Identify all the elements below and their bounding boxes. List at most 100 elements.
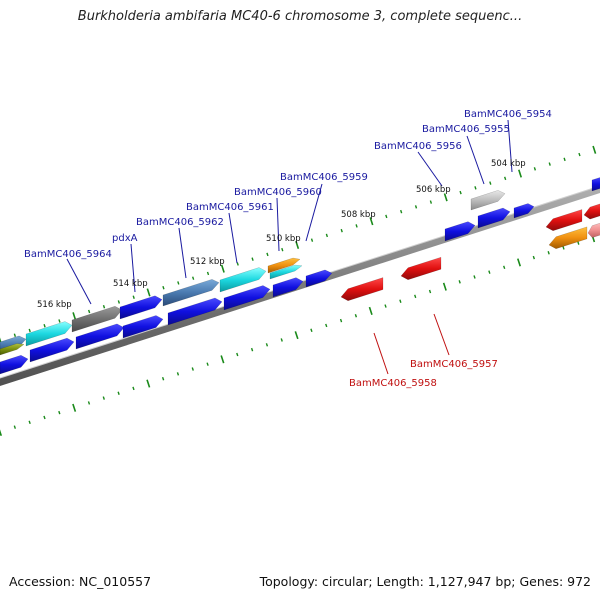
gene-arrow — [167, 297, 223, 326]
minor-tick — [400, 209, 403, 214]
minor-tick — [428, 289, 432, 294]
minor-tick — [132, 295, 135, 299]
minor-tick — [43, 415, 46, 420]
gene-arrow-bammc406-5957 — [400, 256, 442, 281]
minor-tick — [236, 352, 239, 357]
gene-arrow — [0, 343, 25, 356]
gene-arrow — [545, 209, 583, 232]
minor-tick — [458, 280, 461, 284]
minor-tick — [414, 205, 418, 209]
leader-line-forward — [130, 243, 136, 293]
minor-tick — [310, 238, 314, 242]
outer-tick-track — [0, 145, 597, 345]
minor-tick — [533, 167, 537, 171]
minor-tick — [310, 328, 313, 333]
accession-text: Accession: NC_010557 — [9, 574, 152, 589]
gene-label-bammc406-5962[interactable]: BamMC406_5962 — [136, 217, 224, 228]
gene-features — [0, 177, 600, 375]
gene-label-bammc406-5958[interactable]: BamMC406_5958 — [349, 378, 437, 389]
leader-line-forward — [178, 227, 187, 279]
minor-tick — [577, 241, 580, 245]
major-tick — [146, 379, 151, 388]
minor-tick — [28, 328, 31, 333]
minor-tick — [339, 318, 343, 323]
tick-label-516kbp: 516 kbp — [37, 300, 72, 310]
minor-tick — [325, 233, 329, 238]
minor-tick — [251, 257, 254, 261]
major-tick — [294, 331, 299, 340]
tick-label-514kbp: 514 kbp — [113, 279, 148, 289]
minor-tick — [548, 162, 551, 166]
major-tick — [442, 282, 447, 291]
leader-line-forward — [466, 135, 485, 185]
leader-line-reverse — [373, 332, 389, 375]
minor-tick — [354, 314, 358, 318]
major-tick — [0, 429, 3, 437]
gene-arrow — [477, 207, 511, 229]
major-tick — [72, 312, 77, 321]
minor-tick — [385, 214, 388, 219]
gene-label-bammc406-5954[interactable]: BamMC406_5954 — [464, 109, 552, 120]
gene-arrow — [269, 264, 303, 280]
minor-tick — [117, 300, 121, 304]
minor-tick — [547, 251, 550, 255]
minor-tick — [384, 304, 387, 308]
tick-label-510kbp: 510 kbp — [266, 234, 301, 244]
minor-tick — [473, 275, 476, 279]
gene-arrow-bammc406-5958 — [340, 277, 384, 302]
forward-gene-labels: BamMC406_5964 pdxA BamMC406_5962 BamMC40… — [24, 109, 552, 260]
leader-line-forward — [66, 258, 92, 305]
minor-tick — [58, 410, 61, 415]
major-tick — [369, 217, 374, 226]
gene-label-bammc406-5956[interactable]: BamMC406_5956 — [374, 141, 462, 152]
minor-tick — [102, 304, 106, 309]
major-tick — [146, 288, 151, 297]
tick-label-508kbp: 508 kbp — [341, 210, 376, 220]
minor-tick — [43, 323, 46, 328]
gene-label-bammc406-5957[interactable]: BamMC406_5957 — [410, 359, 498, 370]
major-tick — [295, 240, 300, 249]
gene-arrow — [513, 203, 535, 219]
minor-tick — [562, 246, 565, 250]
minor-tick — [578, 152, 581, 157]
gene-arrow — [223, 285, 271, 311]
gene-label-bammc406-5964[interactable]: BamMC406_5964 — [24, 249, 112, 260]
leader-line-forward — [507, 119, 513, 173]
major-tick — [443, 193, 448, 202]
gene-label-bammc406-5959[interactable]: BamMC406_5959 — [280, 172, 368, 183]
minor-tick — [58, 319, 61, 323]
label-leader-lines — [66, 119, 513, 375]
gene-label-bammc406-5955[interactable]: BamMC406_5955 — [422, 124, 510, 135]
gene-label-pdxa[interactable]: pdxA — [112, 233, 138, 244]
gene-arrow — [71, 305, 123, 333]
gene-arrow-pdxa — [119, 295, 163, 320]
gene-label-bammc406-5960[interactable]: BamMC406_5960 — [234, 187, 322, 198]
minor-tick — [281, 247, 284, 252]
minor-tick — [488, 270, 491, 274]
map-title: Burkholderia ambifaria MC40-6 chromosome… — [77, 9, 523, 24]
tick-labels: 516 kbp 514 kbp 512 kbp 510 kbp 508 kbp … — [37, 159, 526, 310]
gene-arrow — [29, 337, 75, 363]
minor-tick — [28, 420, 31, 425]
gene-label-bammc406-5961[interactable]: BamMC406_5961 — [186, 202, 274, 213]
minor-tick — [177, 281, 180, 285]
minor-tick — [13, 425, 16, 429]
tick-tracks — [0, 145, 597, 437]
minor-tick — [504, 176, 507, 181]
gene-arrow — [305, 269, 333, 288]
minor-tick — [132, 386, 135, 391]
major-tick — [72, 403, 77, 412]
minor-tick — [87, 309, 91, 314]
gene-arrow — [0, 355, 29, 375]
minor-tick — [206, 362, 209, 366]
leader-line-forward — [276, 197, 280, 252]
minor-tick — [489, 181, 492, 185]
minor-tick — [13, 333, 17, 337]
gene-arrow — [162, 279, 220, 307]
tick-label-504kbp: 504 kbp — [491, 159, 526, 169]
minor-tick — [162, 285, 165, 290]
reverse-gene-labels: BamMC406_5957 BamMC406_5958 — [349, 359, 498, 389]
minor-tick — [266, 252, 269, 257]
backbone-band — [0, 186, 600, 386]
